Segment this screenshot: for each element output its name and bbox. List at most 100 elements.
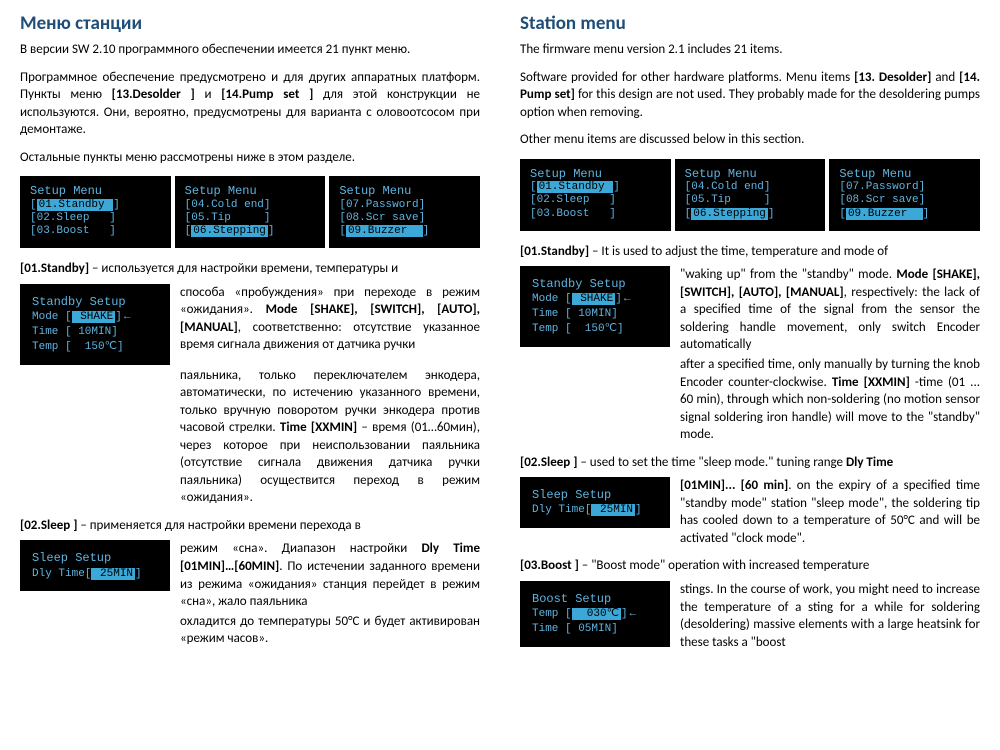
lcd-param-line: Mode [ SHAKE]← bbox=[532, 292, 658, 307]
entry-label: [03.Boost ] bbox=[520, 558, 579, 573]
right-setup-row: Setup Menu[01.Standby ][02.Sleep ][03.Bo… bbox=[520, 159, 980, 231]
right-heading: Station menu bbox=[520, 12, 980, 35]
lcd-menu-item: [06.Stepping] bbox=[685, 208, 816, 221]
menu-ref: [13.Desolder ] bbox=[112, 87, 195, 102]
lcd-title: Setup Menu bbox=[185, 184, 316, 198]
left-column: Меню станции В версии SW 2.10 программно… bbox=[20, 12, 480, 661]
setup-menu-lcd: Setup Menu[07.Password][08.Scr save][09.… bbox=[329, 176, 480, 248]
two-column-layout: Меню станции В версии SW 2.10 программно… bbox=[20, 12, 980, 661]
setup-menu-lcd: Setup Menu[07.Password][08.Scr save][09.… bbox=[829, 159, 980, 231]
boost-lcd-right: Boost SetupTemp [ 030℃]←Time [ 05MIN] bbox=[520, 581, 670, 647]
right-column: Station menu The firmware menu version 2… bbox=[520, 12, 980, 661]
right-p2: Software provided for other hardware pla… bbox=[520, 69, 980, 122]
left-p2: Программное обеспечение предусмотрено и … bbox=[20, 69, 480, 139]
lcd-menu-item: [08.Scr save] bbox=[339, 212, 470, 225]
setup-menu-lcd: Setup Menu[04.Cold end][05.Tip ][06.Step… bbox=[175, 176, 326, 248]
lcd-param-line: Time [ 10MIN] bbox=[532, 307, 658, 322]
sleep-lcd-right: Sleep SetupDly Time[ 25MIN] bbox=[520, 477, 670, 528]
setup-menu-lcd: Setup Menu[04.Cold end][05.Tip ][06.Step… bbox=[675, 159, 826, 231]
lcd-menu-item: [01.Standby ] bbox=[30, 199, 161, 212]
lcd-param-line: Dly Time[ 25MIN] bbox=[32, 567, 158, 582]
right-entry-02: [02.Sleep ] – used to set the time "slee… bbox=[520, 454, 980, 548]
lcd-title: Setup Menu bbox=[839, 167, 970, 181]
left-setup-row: Setup Menu[01.Standby ][02.Sleep ][03.Bo… bbox=[20, 176, 480, 248]
text: паяльника, только переключателем энкодер… bbox=[180, 367, 480, 507]
time-param: Time [XXMIN] bbox=[280, 420, 357, 435]
lcd-menu-item: [04.Cold end] bbox=[685, 181, 816, 194]
menu-ref: [14.Pump set ] bbox=[221, 87, 313, 102]
lcd-menu-item: [01.Standby ] bbox=[530, 181, 661, 194]
entry-label: [02.Sleep ] bbox=[20, 518, 77, 533]
text: "waking up" from the "standby" mode. bbox=[680, 267, 896, 282]
lcd-menu-item: [05.Tip ] bbox=[685, 194, 816, 207]
sleep-lcd-left: Sleep SetupDly Time[ 25MIN] bbox=[20, 540, 170, 591]
left-p3: Остальные пункты меню рассмотрены ниже в… bbox=[20, 149, 480, 167]
lcd-title: Setup Menu bbox=[685, 167, 816, 181]
dly-param: Dly Time bbox=[846, 455, 893, 470]
text: and bbox=[931, 70, 959, 85]
text: – применяется для настройки времени пере… bbox=[77, 518, 360, 533]
text: способа «пробуждения» при переходе в реж… bbox=[180, 284, 480, 354]
text: и bbox=[195, 87, 221, 102]
lcd-param-line: Temp [ 150℃] bbox=[32, 340, 158, 355]
text: for this design are not used. They proba… bbox=[520, 87, 980, 120]
lcd-param-line: Time [ 05MIN] bbox=[532, 622, 658, 637]
dly-range: [01MIN]... [60 min] bbox=[680, 478, 788, 493]
text: after a specified time, only manually by… bbox=[680, 356, 980, 444]
lcd-menu-item: [05.Tip ] bbox=[185, 212, 316, 225]
lcd-menu-item: [07.Password] bbox=[339, 199, 470, 212]
right-entry-01: [01.Standby] – It is used to adjust the … bbox=[520, 243, 980, 444]
text: – It is used to adjust the time, tempera… bbox=[589, 244, 888, 259]
lcd-menu-item: [02.Sleep ] bbox=[530, 194, 661, 207]
lcd-menu-item: [02.Sleep ] bbox=[30, 212, 161, 225]
entry-label: [01.Standby] bbox=[520, 244, 589, 259]
text: – used to set the time "sleep mode." tun… bbox=[577, 455, 846, 470]
text: – используется для настройки времени, те… bbox=[89, 261, 398, 276]
standby-lcd-left: Standby SetupMode [ SHAKE]←Time [ 10MIN]… bbox=[20, 284, 170, 365]
lcd-title: Standby Setup bbox=[32, 294, 158, 310]
text: охладится до температуры 50°С и будет ак… bbox=[180, 614, 480, 647]
text: режим «сна». Диапазон настройки Dly Time… bbox=[180, 540, 480, 610]
text: [01MIN]... [60 min]. on the expiry of a … bbox=[680, 477, 980, 547]
setup-menu-lcd: Setup Menu[01.Standby ][02.Sleep ][03.Bo… bbox=[20, 176, 171, 248]
right-entry-03: [03.Boost ] – "Boost mode" operation wit… bbox=[520, 557, 980, 651]
lcd-title: Setup Menu bbox=[339, 184, 470, 198]
left-p1: В версии SW 2.10 программного обеспечени… bbox=[20, 41, 480, 59]
lcd-param-line: Dly Time[ 25MIN] bbox=[532, 503, 658, 518]
lcd-menu-item: [08.Scr save] bbox=[839, 194, 970, 207]
text: "waking up" from the "standby" mode. Mod… bbox=[680, 266, 980, 354]
lcd-title: Boost Setup bbox=[532, 591, 658, 607]
menu-ref: [13. Desolder] bbox=[854, 70, 931, 85]
lcd-title: Standby Setup bbox=[532, 276, 658, 292]
time-param: Time [XXMIN] bbox=[832, 375, 910, 390]
setup-menu-lcd: Setup Menu[01.Standby ][02.Sleep ][03.Bo… bbox=[520, 159, 671, 231]
lcd-menu-item: [03.Boost ] bbox=[530, 208, 661, 221]
lcd-menu-item: [09.Buzzer ] bbox=[339, 225, 470, 238]
text: stings. In the course of work, you might… bbox=[680, 581, 980, 651]
left-heading: Меню станции bbox=[20, 12, 480, 35]
text: охладится до температуры 50°С и будет ак… bbox=[180, 613, 480, 648]
lcd-param-line: Time [ 10MIN] bbox=[32, 325, 158, 340]
left-entry-01: [01.Standby] – используется для настройк… bbox=[20, 260, 480, 507]
lcd-menu-item: [06.Stepping] bbox=[185, 225, 316, 238]
text: режим «сна». Диапазон настройки bbox=[180, 541, 421, 556]
lcd-param-line: Temp [ 030℃]← bbox=[532, 607, 658, 622]
right-p1: The firmware menu version 2.1 includes 2… bbox=[520, 41, 980, 59]
lcd-menu-item: [07.Password] bbox=[839, 181, 970, 194]
lcd-title: Setup Menu bbox=[30, 184, 161, 198]
right-p3: Other menu items are discussed below in … bbox=[520, 131, 980, 149]
lcd-menu-item: [09.Buzzer ] bbox=[839, 208, 970, 221]
entry-label: [01.Standby] bbox=[20, 261, 89, 276]
entry-label: [02.Sleep ] bbox=[520, 455, 577, 470]
standby-lcd-right: Standby SetupMode [ SHAKE]←Time [ 10MIN]… bbox=[520, 266, 670, 347]
text: Software provided for other hardware pla… bbox=[520, 70, 854, 85]
lcd-menu-item: [04.Cold end] bbox=[185, 199, 316, 212]
lcd-title: Setup Menu bbox=[530, 167, 661, 181]
lcd-param-line: Mode [ SHAKE]← bbox=[32, 310, 158, 325]
lcd-title: Sleep Setup bbox=[532, 487, 658, 503]
text: – "Boost mode" operation with increased … bbox=[579, 558, 870, 573]
left-entry-02: [02.Sleep ] – применяется для настройки … bbox=[20, 517, 480, 648]
lcd-param-line: Temp [ 150℃] bbox=[532, 322, 658, 337]
lcd-title: Sleep Setup bbox=[32, 550, 158, 566]
lcd-menu-item: [03.Boost ] bbox=[30, 225, 161, 238]
